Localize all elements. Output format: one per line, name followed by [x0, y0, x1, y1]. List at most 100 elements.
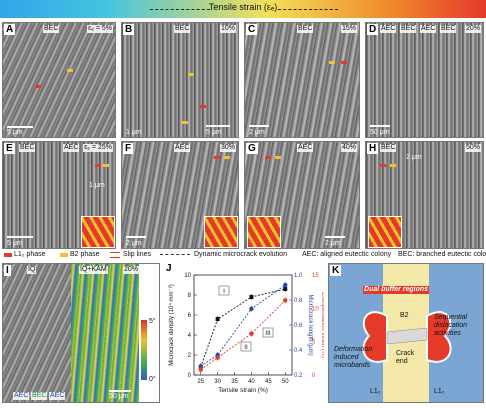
colony-tag: BEC — [43, 25, 60, 33]
panel-E: E BEC AEC εₑ = 25% 1 μm 5 μm — [2, 141, 116, 249]
y-tick-label: 10 — [184, 273, 191, 279]
b2-marker — [224, 156, 230, 159]
panel-letter: F — [123, 143, 134, 154]
data-point — [249, 295, 254, 299]
b2-marker — [188, 73, 194, 76]
stage-box — [218, 285, 230, 296]
right-arrow — [278, 9, 338, 10]
buffer-title: Dual buffer regions — [363, 286, 430, 294]
panel-K: K Dual buffer regions B2 Deformation ind… — [328, 263, 484, 403]
scale-label: 2 μm — [406, 154, 422, 161]
stage-box — [240, 341, 252, 352]
left-arrow — [150, 9, 210, 10]
panel-letter: I — [4, 265, 11, 276]
iq-map — [3, 264, 71, 402]
panel-C: C BEC 15% 2 μm — [244, 22, 360, 138]
inset-scale-label: 1 μm — [126, 129, 142, 136]
panel-D: D AEC BEC AEC BEC 20% 50 μm — [365, 22, 484, 138]
panel-H: H BEC 50% 2 μm — [365, 141, 484, 249]
schematic-inset — [368, 216, 402, 248]
legend-bec: BEC: branched eutectic colony — [398, 251, 486, 258]
stage-label: II — [244, 344, 248, 351]
schematic-inset — [204, 216, 238, 248]
strain-label: 40% — [340, 144, 357, 152]
y3-tick-label: 10 — [312, 306, 319, 312]
y2-tick-label: 0.6 — [294, 323, 303, 329]
x-tick-label: 35 — [231, 379, 238, 385]
scale-bar — [126, 236, 146, 238]
iq-title: IQ — [27, 266, 37, 274]
scale-label: 5 μm — [206, 129, 222, 136]
panel-letter: C — [246, 24, 258, 35]
stage-label: I — [223, 288, 225, 295]
x-axis-label: Tensile strain (%) — [218, 387, 268, 394]
colorbar-min: 0° — [148, 376, 157, 384]
y2-tick-label: 0.4 — [294, 348, 303, 354]
colony-tag: BEC — [400, 25, 417, 33]
colorbar-max: 5° — [148, 318, 157, 326]
strain-label: εₑ = 25% — [83, 144, 113, 152]
colony-tag: BEC — [19, 144, 36, 152]
scale-label: 50 μm — [109, 393, 129, 400]
plot-frame — [193, 274, 293, 376]
l12-marker — [35, 85, 41, 88]
legend-slip: Slip lines — [123, 251, 152, 258]
colony-tag: AEC — [420, 25, 437, 33]
colony-tag: AEC — [63, 144, 80, 152]
data-point — [198, 364, 203, 369]
panel-I: 5° 0° I IQ IQ+KAM 20% AEC BEC AEC 50 μm — [2, 263, 160, 403]
panel-G: G AEC 40% 2 μm — [244, 141, 360, 249]
schematic-inset — [81, 216, 115, 248]
strain-header-title: Tensile strain (εₑ) — [208, 2, 278, 12]
y2-tick-label: 1.0 — [294, 273, 303, 279]
panel-letter: A — [4, 24, 16, 35]
y2-tick-label: 0.8 — [294, 298, 303, 304]
colony-tag: AEC — [297, 144, 314, 152]
colony-tag: BEC — [297, 25, 314, 33]
x-tick-label: 50 — [282, 379, 289, 385]
scale-bar — [7, 236, 33, 238]
y2-axis-label: Microcrack length (μm) — [307, 294, 313, 355]
scale-label: 5 μm — [7, 240, 23, 247]
panel-letter: B — [123, 24, 135, 35]
colony-tag: BEC — [31, 392, 48, 400]
data-point — [249, 331, 254, 336]
l12-left-label: L1₂ — [370, 388, 381, 395]
l12-marker — [265, 156, 271, 159]
strain-header: Tensile strain (εₑ) — [0, 0, 486, 18]
panel-letter: G — [246, 143, 258, 154]
x-tick-label: 30 — [214, 379, 221, 385]
crack-end-label: Crack end — [396, 350, 415, 365]
y2-tick-label: 0.2 — [294, 373, 303, 379]
b2-marker — [67, 69, 73, 72]
y-tick-label: 2 — [188, 353, 192, 359]
l12-marker — [95, 164, 101, 167]
b2-marker — [275, 156, 281, 159]
strain-label: 50% — [464, 144, 481, 152]
scale-bar — [370, 125, 390, 127]
scale-label: 2 μm — [126, 240, 142, 247]
b2-marker — [103, 164, 109, 167]
panel-letter: E — [4, 143, 15, 154]
schematic-inset — [247, 216, 281, 248]
legend-crack: Dynamic microcrack evolution — [194, 251, 287, 258]
panel-A: A BEC εₑ = 5% 5 μm — [2, 22, 116, 138]
scale-label: 50 μm — [370, 129, 390, 136]
data-point — [215, 317, 220, 321]
l12-swatch — [4, 253, 12, 257]
right-buffer-region — [426, 311, 452, 363]
panel-F: F AEC 30% 2 μm — [121, 141, 239, 249]
y-axis-label: Microcrack density (10⁴ mm⁻²) — [168, 284, 175, 365]
x-tick-label: 25 — [197, 379, 204, 385]
panel-letter: J — [164, 263, 174, 274]
inset-scale-label: 1 μm — [89, 182, 105, 189]
kam-colorbar — [141, 320, 147, 380]
y-tick-label: 8 — [188, 293, 192, 299]
strain-label: 20% — [464, 25, 481, 33]
data-point — [283, 298, 288, 303]
scale-bar — [325, 236, 345, 238]
b2-swatch — [60, 253, 68, 257]
y3-tick-label: 15 — [312, 273, 319, 279]
scale-label: 5 μm — [7, 129, 23, 136]
scale-label: 2 μm — [325, 240, 341, 247]
